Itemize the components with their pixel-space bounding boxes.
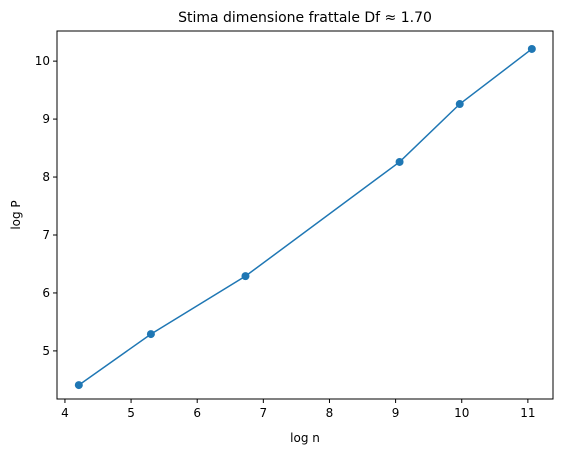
plot-frame <box>56 30 554 400</box>
x-tick-label: 11 <box>520 406 535 420</box>
x-tick-label: 8 <box>326 406 334 420</box>
y-tick-label: 8 <box>42 170 50 184</box>
x-axis-label: log n <box>290 431 320 445</box>
marker <box>527 44 536 53</box>
y-tick-label: 9 <box>42 112 50 126</box>
chart-title: Stima dimensione frattale Df ≈ 1.70 <box>178 10 432 26</box>
x-tick-label: 7 <box>260 406 268 420</box>
y-axis-label: log P <box>9 200 23 229</box>
x-tick-label: 9 <box>392 406 400 420</box>
x-tick-label: 6 <box>193 406 201 420</box>
marker <box>455 100 464 109</box>
x-tick-label: 10 <box>454 406 469 420</box>
marker <box>395 157 404 166</box>
x-tick-label: 5 <box>127 406 135 420</box>
y-tick-label: 7 <box>42 228 50 242</box>
marker <box>146 330 155 339</box>
y-tick-label: 6 <box>42 286 50 300</box>
y-tick-label: 5 <box>42 344 50 358</box>
line <box>78 48 533 386</box>
x-tick-label: 4 <box>61 406 69 420</box>
marker <box>241 272 250 281</box>
y-tick-label: 10 <box>35 54 50 68</box>
marker <box>74 381 83 390</box>
